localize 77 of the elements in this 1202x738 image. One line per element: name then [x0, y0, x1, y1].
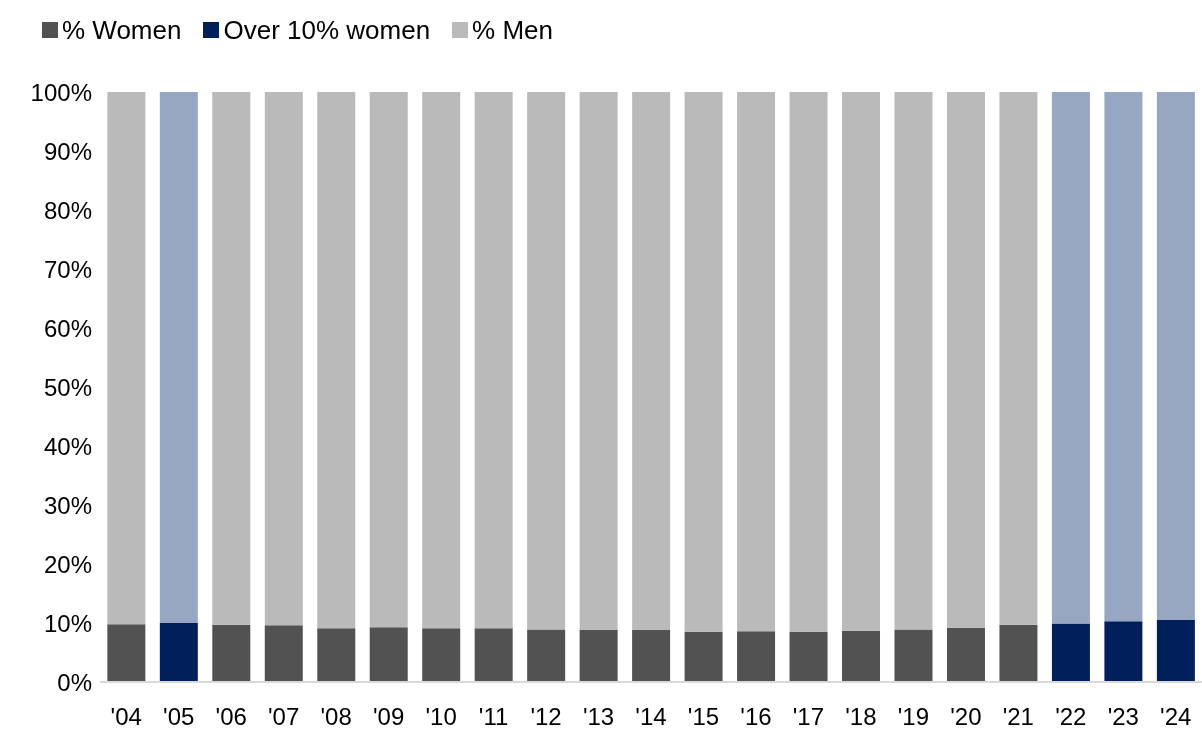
bar — [1104, 92, 1143, 622]
y-tick-label: 60% — [43, 314, 92, 342]
bar — [369, 92, 408, 628]
bar — [317, 628, 356, 682]
x-tick-label: '12 — [530, 703, 562, 731]
bar — [264, 625, 303, 682]
y-tick-label: 80% — [43, 196, 92, 224]
bar — [684, 631, 723, 682]
bar — [579, 630, 618, 682]
x-tick-label: '07 — [268, 703, 300, 731]
legend-label: % Women — [62, 14, 182, 46]
y-tick-label: 40% — [43, 432, 92, 460]
bar — [159, 92, 198, 623]
x-tick-label: '18 — [845, 703, 877, 731]
bar — [946, 627, 985, 682]
bar — [579, 92, 618, 631]
bar — [632, 92, 671, 631]
x-tick-label: '08 — [320, 703, 352, 731]
bar — [1051, 92, 1090, 624]
y-tick-label: 70% — [43, 255, 92, 283]
bar — [1156, 92, 1195, 621]
bar — [527, 629, 566, 682]
bar — [684, 92, 723, 632]
bar — [894, 629, 933, 682]
bar — [842, 630, 881, 682]
bar — [737, 92, 776, 632]
y-tick-label: 100% — [30, 78, 92, 106]
bar — [737, 631, 776, 682]
bar — [212, 624, 251, 682]
bar — [999, 624, 1038, 682]
y-tick-label: 90% — [43, 137, 92, 165]
legend-label: % Men — [472, 14, 554, 46]
bar — [842, 92, 881, 631]
y-tick-label: 30% — [43, 491, 92, 519]
x-tick-label: '14 — [635, 703, 667, 731]
x-tick-label: '04 — [110, 703, 142, 731]
bar — [317, 92, 356, 629]
x-tick-label: '23 — [1107, 703, 1139, 731]
bar — [894, 92, 933, 630]
bar — [422, 628, 461, 682]
x-tick-label: '20 — [950, 703, 982, 731]
bar — [264, 92, 303, 626]
x-tick-label: '19 — [897, 703, 930, 731]
bar — [527, 92, 566, 630]
bar — [107, 624, 146, 682]
x-tick-label: '10 — [425, 703, 457, 731]
x-tick-label: '22 — [1055, 703, 1087, 731]
legend-label: Over 10% women — [223, 14, 431, 46]
x-tick-label: '16 — [740, 703, 772, 731]
bar — [159, 623, 198, 682]
y-tick-label: 0% — [57, 668, 92, 696]
x-tick-label: '13 — [582, 703, 615, 731]
bar — [474, 628, 513, 682]
bar — [789, 631, 828, 682]
x-tick-label: '17 — [792, 703, 825, 731]
x-tick-label: '15 — [687, 703, 720, 731]
bar — [999, 92, 1038, 625]
bar — [632, 630, 671, 682]
x-tick-label: '11 — [478, 703, 509, 731]
bar — [1156, 620, 1195, 682]
bar — [946, 92, 985, 628]
y-tick-label: 50% — [43, 373, 92, 401]
bar — [369, 627, 408, 682]
bar — [1051, 623, 1090, 682]
bar — [474, 92, 513, 629]
x-tick-label: '06 — [215, 703, 247, 731]
bar — [422, 92, 461, 629]
x-tick-label: '05 — [163, 703, 195, 731]
bar — [107, 92, 146, 625]
bar — [789, 92, 828, 632]
bar — [1104, 621, 1143, 682]
y-tick-label: 10% — [43, 609, 92, 637]
x-tick-label: '21 — [1002, 703, 1034, 731]
x-tick-label: '24 — [1160, 703, 1192, 731]
bar — [212, 92, 251, 625]
y-tick-label: 20% — [43, 550, 92, 578]
x-tick-label: '09 — [372, 703, 405, 731]
